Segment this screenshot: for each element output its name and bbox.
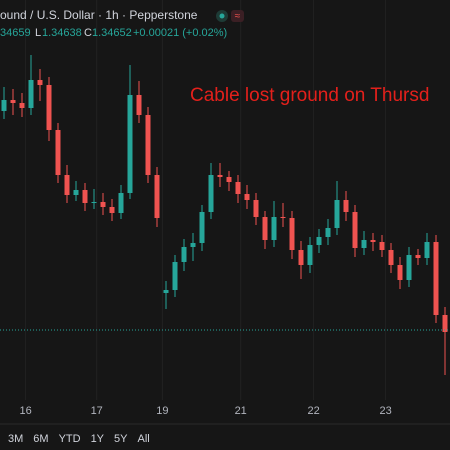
ohlc-change: +0.00021 (+0.02%) [133,27,227,39]
candle-body [316,237,322,245]
candle-body [352,212,358,248]
candle-body [424,242,430,258]
x-tick-label: 17 [91,405,103,417]
candle-body [136,95,142,115]
x-tick-label: 21 [235,405,247,417]
candle-body [127,95,133,193]
candle-body [118,193,124,213]
range-button[interactable]: 3M [8,433,23,445]
ohlc-low-label: L [35,27,41,39]
candle-body [1,100,7,111]
candle-body [73,190,79,195]
x-tick-label: 23 [379,405,391,417]
alert-icon [231,10,244,22]
candle-body [442,315,448,332]
candle-body [361,240,367,248]
candle-body [235,182,241,194]
candle-body [343,200,349,212]
candle-body [82,190,88,203]
candle-body [217,175,223,177]
ohlc-close: 1.34652 [92,27,132,39]
symbol-title: ound / U.S. Dollar · 1h · Pepperstone [0,8,198,22]
annotation: Cable lost ground on Thursd [190,85,429,106]
ohlc-close-label: C [84,27,92,39]
candle-body [208,175,214,212]
candle-body [172,262,178,290]
candle-body [253,200,259,217]
x-tick-label: 16 [19,405,31,417]
candle-body [271,217,277,240]
x-axis: 16 17 19 21 22 23 [19,405,391,417]
candle-body [280,217,286,218]
candle-body [10,100,16,103]
candle-body [325,228,331,237]
candle-body [379,242,385,250]
range-button[interactable]: YTD [59,433,81,445]
candle-body [307,245,313,265]
range-button[interactable]: 5Y [114,433,128,445]
ohlc-low: 1.34638 [42,27,82,39]
candle-body [370,240,376,242]
candle-body [145,115,151,175]
ohlc-high: 34659 [0,27,31,39]
candle-body [163,290,169,293]
candle-body [406,255,412,280]
toolbar: 3M 6M YTD 1Y 5Y All [8,433,150,445]
range-button[interactable]: 6M [33,433,48,445]
candle-body [433,242,439,315]
candle-body [109,207,115,213]
candle-body [199,212,205,243]
candle-body [397,265,403,280]
candle-body [226,177,232,182]
candle-body [91,202,97,203]
candle-body [28,80,34,108]
x-tick-label: 22 [307,405,319,417]
candle-body [154,175,160,218]
range-button[interactable]: 1Y [91,433,105,445]
candle-body [46,85,52,130]
candle-body [19,103,25,108]
candle-body [415,255,421,258]
candle-body [388,250,394,265]
candle-body [244,194,250,200]
candle-body [298,250,304,265]
grid [25,0,387,400]
candles [0,55,450,375]
alert-glyph: ≈ [235,11,241,22]
candle-body [64,175,70,195]
range-button[interactable]: All [138,433,150,445]
candle-body [181,247,187,262]
status-dot-inner [219,13,225,19]
candle-body [289,218,295,250]
candle-body [334,200,340,228]
x-tick-label: 19 [156,405,168,417]
candle-body [37,80,43,85]
candle-body [100,202,106,207]
candle-body [190,243,196,247]
candle-body [55,130,61,175]
candle-body [262,217,268,240]
